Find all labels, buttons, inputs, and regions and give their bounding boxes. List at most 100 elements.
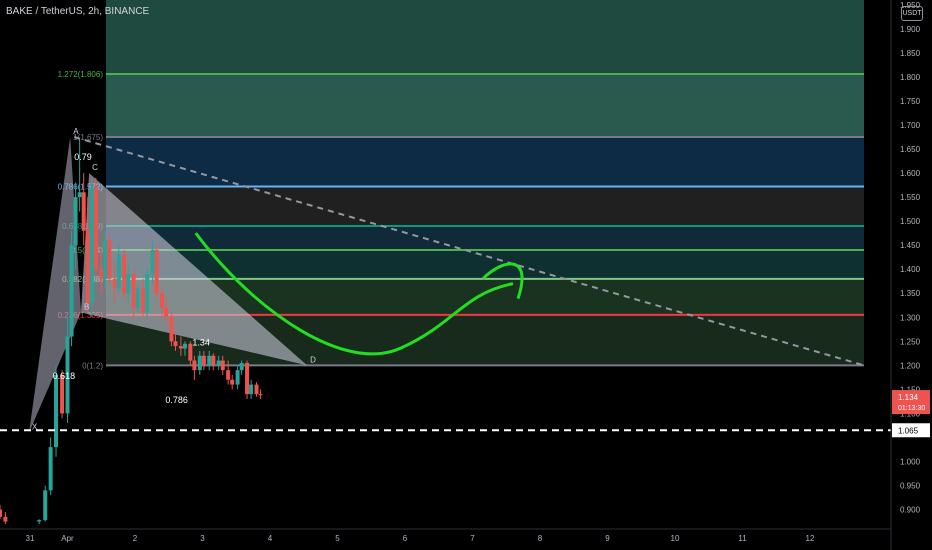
candle-body xyxy=(235,370,240,385)
price-tick: 1.900 xyxy=(900,25,921,34)
fib-label: 0(1.2) xyxy=(82,361,103,370)
candle-body xyxy=(93,187,98,270)
current-price-badge xyxy=(892,390,930,415)
price-tick: 1.150 xyxy=(900,385,921,394)
time-tick: 31 xyxy=(26,534,35,543)
candle-body xyxy=(154,249,159,294)
time-tick: 8 xyxy=(538,534,543,543)
candle-body xyxy=(160,293,164,308)
point-label: B xyxy=(84,302,89,311)
candle-body xyxy=(77,192,82,198)
candle-body xyxy=(69,245,74,337)
ratio-label: 0.79 xyxy=(74,152,92,162)
price-tick: 1.450 xyxy=(900,241,921,250)
drawn-arc xyxy=(194,232,514,356)
candle-body xyxy=(182,343,187,349)
time-tick: Apr xyxy=(61,534,74,543)
time-tick: 12 xyxy=(806,534,815,543)
fib-label: 0.786(1.572) xyxy=(58,183,104,192)
time-tick: 5 xyxy=(335,534,340,543)
price-tick: 0.900 xyxy=(900,506,921,515)
fib-band xyxy=(106,186,864,226)
fib-band xyxy=(106,225,864,250)
candle-body xyxy=(192,360,197,371)
drawn-arrow-head xyxy=(481,262,524,300)
harmonic-pattern xyxy=(29,136,865,433)
candle-body xyxy=(169,317,174,342)
price-tick: 1.250 xyxy=(900,337,921,346)
currency-badge[interactable]: USDT xyxy=(901,6,923,21)
candle-body xyxy=(54,374,59,448)
fib-band xyxy=(106,137,864,187)
price-tick: 1.200 xyxy=(900,361,921,370)
fib-band-top xyxy=(106,0,864,75)
candle-body xyxy=(173,341,178,347)
labels: X A B C D 0.79 0.618 1.34 0.786 xyxy=(32,127,316,432)
symbol-title[interactable]: BAKE / TetherUS, 2h, BINANCE xyxy=(6,6,150,17)
time-tick: 3 xyxy=(200,534,205,543)
candle-body xyxy=(48,447,53,491)
candles xyxy=(0,139,263,524)
candle-body xyxy=(126,274,131,294)
candle-body xyxy=(178,346,183,349)
time-tick: 7 xyxy=(470,534,475,543)
point-label: X xyxy=(32,423,38,432)
candle-body xyxy=(216,360,221,366)
candle-body xyxy=(239,362,244,371)
fib-label: 0.236(1.305) xyxy=(58,311,104,320)
candle-body xyxy=(60,374,65,414)
candle-body xyxy=(226,370,231,380)
pattern-triangle-xab xyxy=(29,137,81,433)
point-label: A xyxy=(73,127,79,136)
candle-body xyxy=(141,288,146,313)
time-tick: 11 xyxy=(738,534,747,543)
candle-body xyxy=(188,343,193,361)
candle-body xyxy=(135,288,140,308)
price-tick: 1.600 xyxy=(900,169,921,178)
time-tick: 10 xyxy=(671,534,680,543)
candle-body xyxy=(197,355,202,371)
ratio-label: 0.786 xyxy=(165,395,188,405)
price-tick: 1.400 xyxy=(900,265,921,274)
candle-body xyxy=(3,516,8,522)
fib-label: 1.272(1.806) xyxy=(58,70,104,79)
price-tick: 1.950 xyxy=(900,1,921,10)
ratio-label: 0.618 xyxy=(53,371,76,381)
fib-bands xyxy=(106,0,864,366)
price-tick: 1.850 xyxy=(900,49,921,58)
price-tick: 1.550 xyxy=(900,193,921,202)
candle-body xyxy=(73,197,78,246)
price-tick: 1.500 xyxy=(900,217,921,226)
candle-body xyxy=(122,254,127,294)
candle-body xyxy=(220,360,225,371)
candle-body xyxy=(112,278,117,289)
line-price: 1.065 xyxy=(898,426,919,435)
time-tick: 4 xyxy=(268,534,273,543)
current-price: 1.134 xyxy=(898,393,919,402)
fib-label: 1(1.675) xyxy=(73,133,103,142)
point-label: D xyxy=(310,355,316,364)
candle-body xyxy=(211,355,216,366)
candle-body xyxy=(116,254,121,289)
candle-body xyxy=(150,249,155,275)
candle-body xyxy=(89,187,94,303)
candle-body xyxy=(81,192,86,231)
line-price-badge xyxy=(892,423,930,438)
pattern-triangle-bcd xyxy=(81,173,308,366)
candle-body xyxy=(249,384,254,395)
candle-body xyxy=(131,274,136,308)
ratio-label: 1.34 xyxy=(192,337,210,347)
price-tick: 0.950 xyxy=(900,482,921,491)
price-tick: 1.300 xyxy=(900,313,921,322)
candle-body xyxy=(99,269,104,279)
fib-band xyxy=(106,74,864,138)
candle-body xyxy=(201,355,206,366)
candle-body xyxy=(65,336,70,414)
price-tick: 1.000 xyxy=(900,458,921,467)
candle-body xyxy=(0,509,2,517)
time-tick: 6 xyxy=(403,534,408,543)
price-tick: 1.700 xyxy=(900,121,921,130)
